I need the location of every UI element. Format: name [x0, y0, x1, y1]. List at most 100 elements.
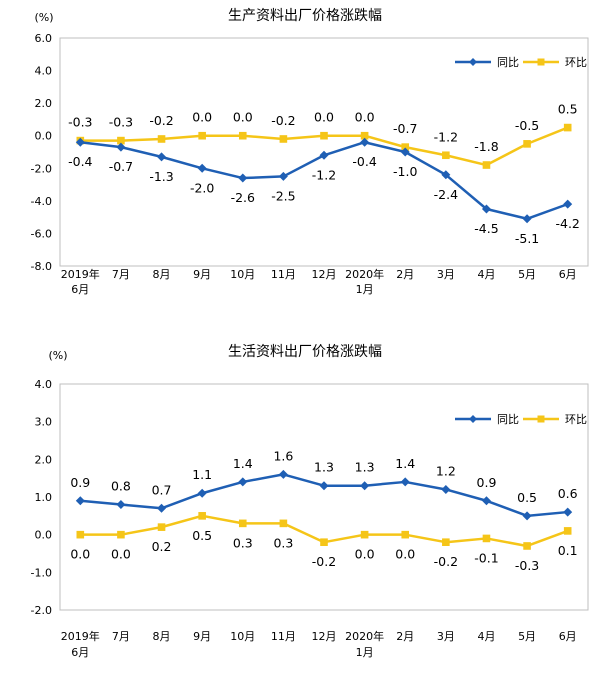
- data-point: [442, 538, 450, 546]
- data-label: 0.5: [517, 490, 537, 505]
- data-label: -4.5: [474, 221, 498, 236]
- data-label: 0.5: [558, 102, 578, 117]
- legend-label: 同比: [497, 413, 519, 426]
- x-tick-label: 6月: [71, 646, 89, 659]
- data-point: [157, 135, 166, 143]
- data-point: [401, 530, 410, 539]
- data-label: 0.0: [70, 547, 90, 562]
- y-tick-label: -6.0: [31, 227, 52, 240]
- y-tick-label: 4.0: [35, 65, 53, 78]
- data-label: -1.8: [474, 139, 498, 154]
- x-tick-label: 3月: [437, 630, 455, 643]
- data-label: -1.2: [434, 129, 458, 144]
- data-point: [360, 137, 370, 147]
- y-tick-label: 0.0: [35, 529, 53, 542]
- legend-marker: [537, 58, 545, 66]
- data-label: 0.8: [111, 479, 131, 494]
- x-tick-label: 9月: [193, 630, 211, 643]
- y-tick-label: 1.0: [35, 491, 53, 504]
- data-point: [197, 163, 207, 173]
- data-point: [278, 171, 288, 181]
- legend-label: 环比: [565, 413, 587, 426]
- data-label: 0.3: [233, 535, 253, 550]
- data-label: 0.1: [558, 543, 578, 558]
- x-tick-label: 7月: [112, 268, 130, 281]
- data-point: [238, 173, 248, 183]
- data-label: 0.0: [233, 110, 253, 125]
- data-point: [481, 204, 491, 214]
- x-tick-label: 3月: [437, 268, 455, 281]
- data-point: [320, 131, 328, 140]
- data-point: [319, 481, 329, 491]
- series-yoy: [75, 469, 573, 521]
- data-label: 0.0: [355, 110, 375, 125]
- data-point: [75, 137, 85, 147]
- data-label: -0.2: [271, 113, 295, 128]
- x-tick-label: 2月: [396, 268, 414, 281]
- data-point: [157, 503, 167, 513]
- data-point: [279, 519, 288, 528]
- y-tick-label: 0.0: [35, 130, 53, 143]
- data-point: [522, 511, 532, 521]
- legend-item-mom: [523, 415, 559, 423]
- x-tick-label: 1月: [356, 646, 374, 659]
- data-label: -0.7: [393, 121, 417, 136]
- x-tick-label: 10月: [230, 268, 255, 281]
- data-point: [238, 519, 247, 528]
- x-tick-label: 11月: [271, 630, 296, 643]
- data-point: [157, 152, 167, 162]
- consumer-goods-chart: 生活资料出厂价格涨跌幅 (%) 4.0 3.0 2.0 1.0 0.0 -1.0 -2.0 201…: [31, 344, 589, 659]
- x-tick-label: 5月: [518, 268, 536, 281]
- data-label: 0.0: [111, 547, 131, 562]
- data-point: [198, 131, 206, 140]
- x-tick-label: 11月: [271, 268, 296, 281]
- x-tick-label: 6月: [71, 283, 89, 296]
- data-point: [563, 507, 573, 517]
- data-point: [401, 143, 410, 151]
- data-point: [320, 538, 328, 546]
- data-label: 0.9: [70, 475, 90, 490]
- x-tick-label: 6月: [559, 630, 577, 643]
- data-point: [76, 530, 85, 539]
- data-point: [116, 142, 126, 152]
- data-label: -0.2: [434, 554, 458, 569]
- data-label: -4.2: [555, 216, 579, 231]
- data-point: [319, 150, 329, 160]
- y-tick-label: 4.0: [35, 378, 53, 391]
- data-label: -0.3: [515, 558, 539, 573]
- data-point: [523, 542, 531, 550]
- data-label: -1.2: [312, 167, 336, 182]
- data-point: [198, 512, 206, 520]
- x-tick-label: 9月: [193, 268, 211, 281]
- data-label: -1.0: [393, 164, 417, 179]
- plot-area: [59, 383, 589, 611]
- data-point: [360, 131, 369, 140]
- x-tick-label: 8月: [153, 630, 171, 643]
- data-point: [116, 500, 126, 510]
- legend-label: 环比: [565, 56, 587, 69]
- producer-goods-chart: 生产资料出厂价格涨跌幅 (%) 6.0 4.0 2.0 0.0 -2.0 -4.0 -6.0 -8…: [31, 8, 589, 296]
- data-label: 1.1: [192, 467, 212, 482]
- y-unit-label: (%): [34, 11, 53, 24]
- x-tick-label: 6月: [559, 268, 577, 281]
- x-tick-label: 1月: [356, 283, 374, 296]
- data-label: 0.5: [192, 528, 212, 543]
- legend-marker: [469, 415, 477, 423]
- data-label: -2.5: [271, 188, 295, 203]
- legend-marker: [537, 415, 545, 423]
- x-tick-label: 2020年: [345, 267, 384, 281]
- plot-area: [59, 37, 589, 267]
- x-tick-label: 2020年: [345, 629, 384, 643]
- data-label: 0.0: [355, 547, 375, 562]
- data-label: -0.3: [109, 115, 133, 130]
- x-tick-label: 2月: [396, 630, 414, 643]
- x-tick-label: 8月: [153, 268, 171, 281]
- chart-title: 生活资料出厂价格涨跌幅: [228, 344, 382, 360]
- legend-item-mom: [523, 58, 559, 66]
- data-point: [523, 140, 531, 148]
- y-tick-label: 3.0: [35, 416, 53, 429]
- data-label: 0.0: [192, 110, 212, 125]
- legend-item-yoy: [455, 415, 491, 423]
- data-point: [238, 131, 247, 140]
- data-point: [360, 481, 370, 491]
